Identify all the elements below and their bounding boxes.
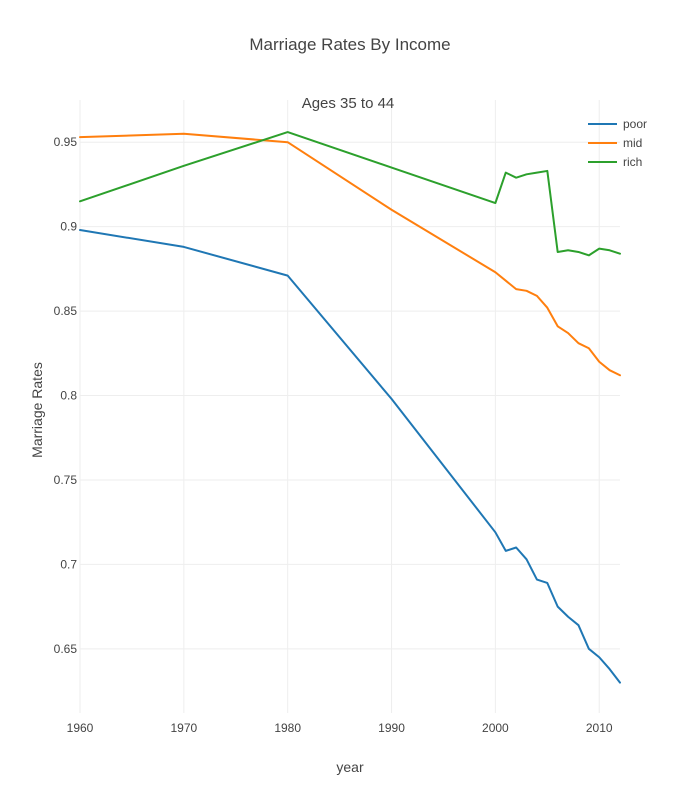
legend-label: rich: [623, 155, 642, 169]
x-tick-label: 1960: [67, 721, 94, 735]
x-axis-title: year: [336, 759, 364, 775]
series-line-rich: [79, 131, 621, 257]
x-tick-labels: 1960 1970 1980 1990 2000 2010: [67, 721, 613, 735]
y-tick-label: 0.8: [60, 389, 77, 403]
series-layer: [79, 131, 621, 684]
chart-title: Marriage Rates By Income: [249, 35, 450, 54]
legend-item-rich[interactable]: rich: [588, 155, 642, 169]
x-tick-label: 1970: [170, 721, 197, 735]
y-tick-label: 0.9: [60, 220, 77, 234]
y-tick-labels: 0.65 0.7 0.75 0.8 0.85 0.9 0.95: [54, 135, 78, 656]
x-tick-label: 1980: [274, 721, 301, 735]
x-tick-label: 1990: [378, 721, 405, 735]
y-tick-label: 0.7: [60, 557, 77, 571]
x-tick-label: 2000: [482, 721, 509, 735]
y-axis-title: Marriage Rates: [29, 362, 45, 458]
y-tick-label: 0.95: [54, 135, 78, 149]
y-tick-label: 0.65: [54, 642, 78, 656]
legend-item-mid[interactable]: mid: [588, 136, 642, 150]
chart-subtitle: Ages 35 to 44: [302, 95, 395, 112]
x-tick-label: 2010: [586, 721, 613, 735]
y-tick-label: 0.85: [54, 304, 78, 318]
series-line-mid: [79, 132, 621, 377]
legend-label: poor: [623, 117, 647, 131]
x-gridlines: [79, 100, 600, 713]
legend-label: mid: [623, 136, 642, 150]
legend: poor mid rich: [588, 117, 647, 169]
y-gridlines: [80, 141, 620, 650]
legend-item-poor[interactable]: poor: [588, 117, 647, 131]
y-tick-label: 0.75: [54, 473, 78, 487]
series-line-poor: [79, 229, 621, 684]
